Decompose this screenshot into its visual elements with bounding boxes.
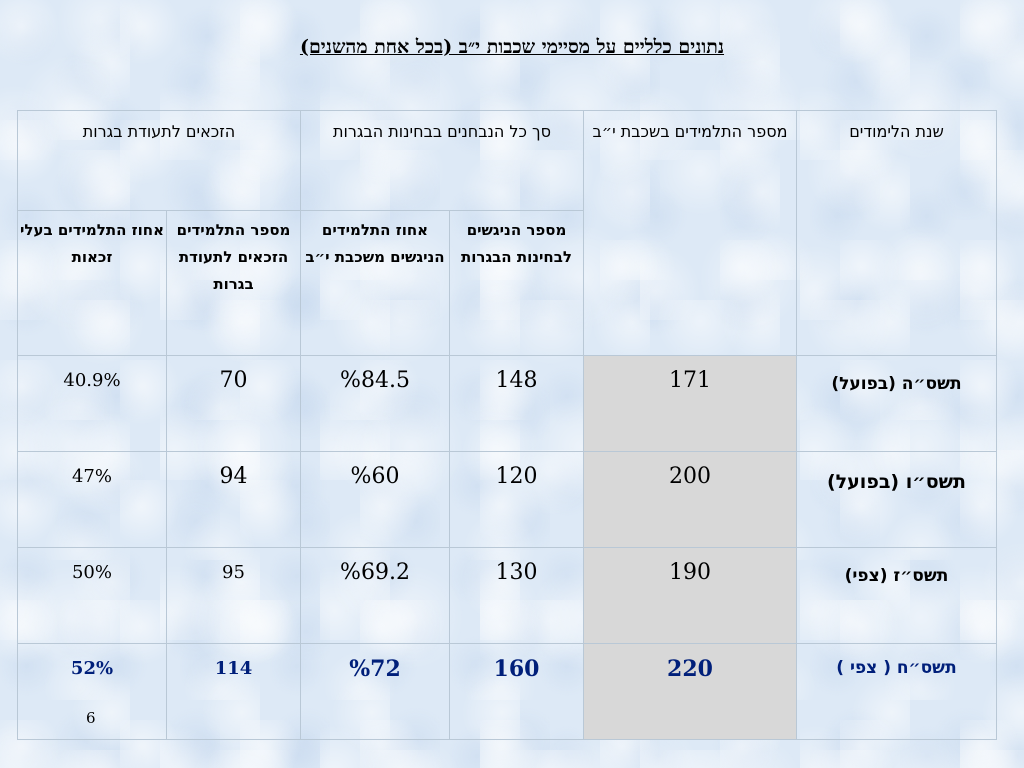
students-cell: 171 <box>583 355 797 452</box>
examinees-cell: 130 <box>449 547 584 644</box>
students-cell: 190 <box>583 547 797 644</box>
year-cell: תשס״ח ( צפי ) <box>796 643 997 740</box>
examinees-pct-cell: %60 <box>300 451 450 548</box>
examinees-cell: 148 <box>449 355 584 452</box>
header-students: מספר התלמידים בשכבת י״ב <box>583 110 797 356</box>
eligible-pct-cell: 40.9% <box>17 355 167 452</box>
eligible-cell: 70 <box>166 355 301 452</box>
table-row: תשס״ז (צפי) 190 130 %69.2 95 50% <box>17 547 997 644</box>
year-cell: תשס״ו (בפועל) <box>796 451 997 548</box>
eligible-pct-cell: 47% <box>17 451 167 548</box>
header-eligible-total: הזכאים לתעודת בגרות <box>17 110 301 211</box>
examinees-cell: 160 <box>449 643 584 740</box>
header-examinees-total: סך כל הנבחנים בבחינות הבגרות <box>300 110 584 211</box>
header-eligible-pct: אחוז התלמידים בעלי זכאות <box>17 210 167 356</box>
year-cell: תשס״ז (צפי) <box>796 547 997 644</box>
eligible-cell: 94 <box>166 451 301 548</box>
year-cell: תשס״ה (בפועל) <box>796 355 997 452</box>
eligible-pct-cell: 50% <box>17 547 167 644</box>
examinees-pct-cell: %72 <box>300 643 450 740</box>
eligible-pct-cell: 52% <box>17 643 167 740</box>
eligible-cell: 114 <box>166 643 301 740</box>
examinees-pct-cell: %69.2 <box>300 547 450 644</box>
eligible-cell: 95 <box>166 547 301 644</box>
header-eligible-count: מספר התלמידים הזכאים לתעודת בגרות <box>166 210 301 356</box>
table-row: תשס״ח ( צפי ) 220 160 %72 114 52% <box>17 643 997 740</box>
table-row: תשס״ו (בפועל) 200 120 %60 94 47% <box>17 451 997 548</box>
header-examinees-pct: אחוז התלמידים הניגשים משכבת י״ב <box>300 210 450 356</box>
examinees-pct-cell: %84.5 <box>300 355 450 452</box>
page-title: נתונים כלליים על מסיימי שכבות י״ב (בכל א… <box>299 36 725 58</box>
students-cell: 200 <box>583 451 797 548</box>
examinees-cell: 120 <box>449 451 584 548</box>
students-cell: 220 <box>583 643 797 740</box>
table-row: תשס״ה (בפועל) 171 148 %84.5 70 40.9% <box>17 355 997 452</box>
header-examinees-count: מספר הניגשים לבחינות הבגרות <box>449 210 584 356</box>
graduates-table: שנת הלימודים מספר התלמידים בשכבת י״ב סך … <box>17 110 997 740</box>
header-year: שנת הלימודים <box>796 110 997 356</box>
page-number: 6 <box>86 709 96 727</box>
